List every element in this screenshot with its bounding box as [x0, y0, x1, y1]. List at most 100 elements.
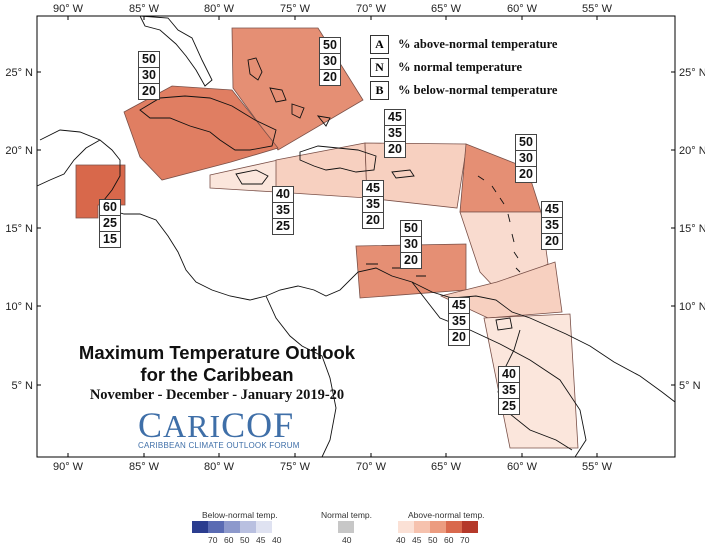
coast-hispaniola — [299, 145, 377, 173]
legend-key-below: B — [370, 80, 389, 100]
colorbar-tick-label: 40 — [396, 535, 406, 545]
title-line-2: for the Caribbean — [140, 364, 294, 385]
colorbar-tick-label: 40 — [342, 535, 352, 545]
prob-above: 45 — [363, 181, 383, 197]
colorbar-above-swatch — [446, 521, 462, 533]
longitude-label-bottom: 60° W — [507, 461, 538, 473]
coast-central-america — [39, 129, 676, 403]
prob-normal: 35 — [499, 383, 519, 399]
prob-box-guianas: 40 35 25 — [498, 366, 520, 415]
title-block: Maximum Temperature Outlook for the Cari… — [52, 342, 382, 404]
coast-puerto-rico — [391, 169, 415, 179]
legend-text-normal: % normal temperature — [398, 59, 523, 74]
colorbar-below-swatch — [240, 521, 256, 533]
colorbar-above-caption: Above-normal temp. — [408, 510, 485, 520]
colorbar-tick-label: 45 — [412, 535, 422, 545]
longitude-label-bottom: 85° W — [129, 461, 160, 473]
legend-text-below: % below-normal temperature — [398, 82, 558, 97]
latitude-label-left: 25° N — [5, 67, 33, 79]
legend-row-below: B % below-normal temperature — [370, 80, 557, 100]
colorbar-above-swatch — [414, 521, 430, 533]
latitude-label-right: 25° N — [679, 67, 705, 79]
prob-below: 25 — [276, 219, 290, 233]
colorbar-tick-label: 45 — [256, 535, 266, 545]
latitude-label-right: 15° N — [679, 223, 705, 235]
prob-below: 20 — [519, 167, 533, 181]
prob-normal: 30 — [401, 237, 421, 253]
colorbar-tick-label: 50 — [240, 535, 250, 545]
prob-normal: 30 — [139, 68, 159, 84]
logo-ari: ARI — [163, 408, 222, 444]
logo-tagline: CARIBBEAN CLIMATE OUTLOOK FORUM — [138, 441, 300, 450]
prob-above: 45 — [385, 110, 405, 126]
legend-key-above: A — [370, 34, 389, 54]
subtitle: November - December - January 2019-20 — [89, 387, 345, 403]
prob-box-belize: 60 25 15 — [99, 199, 121, 248]
colorbar-tick-label: 70 — [208, 535, 218, 545]
longitude-label-top: 55° W — [582, 3, 613, 15]
longitude-labels-bottom: 90° W 85° W 80° W 75° W 70° W 65° W 60° W 55° W — [53, 453, 613, 473]
prob-below: 25 — [502, 399, 516, 413]
latitude-labels-left: 25° N 20° N 15° N 10° N 5° N — [5, 67, 41, 392]
prob-above: 45 — [542, 202, 562, 218]
prob-box-windward: 45 35 20 — [541, 201, 563, 250]
legend-key-normal: N — [370, 57, 389, 77]
colorbar-above-swatch — [462, 521, 478, 533]
latitude-label-left: 5° N — [11, 380, 33, 392]
longitude-label-top: 75° W — [280, 3, 311, 15]
longitude-label-top: 90° W — [53, 3, 84, 15]
coast-bahamas — [247, 57, 331, 127]
prob-box-northern-leeward: 50 30 20 — [515, 134, 537, 183]
prob-above: 40 — [273, 187, 293, 203]
longitude-label-top: 80° W — [204, 3, 235, 15]
prob-normal: 35 — [542, 218, 562, 234]
colorbar-swatches — [192, 521, 478, 533]
coast-trinidad — [495, 317, 513, 331]
legend-row-normal: N % normal temperature — [370, 57, 522, 77]
coast-panama-colombia — [265, 295, 337, 458]
latitude-label-right: 20° N — [679, 145, 705, 157]
prob-normal: 30 — [320, 54, 340, 70]
prob-normal: 35 — [363, 197, 383, 213]
colorbar-normal-caption: Normal temp. — [321, 510, 373, 520]
longitude-labels-top: 90° W 85° W 80° W 75° W 70° W 65° W 60° W 55° W — [53, 3, 613, 20]
prob-above: 50 — [139, 52, 159, 68]
prob-below: 20 — [452, 330, 466, 344]
legend-text-above: % above-normal temperature — [398, 36, 558, 51]
colorbar-below-swatch — [256, 521, 272, 533]
colorbar-tick-label: 40 — [272, 535, 282, 545]
colorbar-tick-label: 60 — [444, 535, 454, 545]
colorbar-tick-label: 50 — [428, 535, 438, 545]
coast-cuba — [139, 95, 277, 151]
prob-box-abc: 50 30 20 — [400, 220, 422, 269]
latitude-label-right: 5° N — [679, 380, 701, 392]
prob-above: 45 — [449, 298, 469, 314]
prob-box-jamaica: 40 35 25 — [272, 186, 294, 235]
longitude-label-bottom: 80° W — [204, 461, 235, 473]
coast-jamaica — [235, 169, 269, 185]
longitude-label-bottom: 70° W — [356, 461, 387, 473]
prob-below: 20 — [404, 253, 418, 267]
prob-above: 50 — [320, 38, 340, 54]
prob-above: 40 — [499, 367, 519, 383]
coast-mexico — [36, 139, 101, 187]
prob-below: 20 — [142, 84, 156, 98]
region-trinidad — [439, 261, 563, 319]
longitude-label-top: 85° W — [129, 3, 160, 15]
prob-above: 50 — [401, 221, 421, 237]
latitude-label-left: 15° N — [5, 223, 33, 235]
colorbar-below-swatch — [208, 521, 224, 533]
title-line-1: Maximum Temperature Outlook — [78, 342, 356, 363]
colorbar-below-swatch — [224, 521, 240, 533]
prob-below: 20 — [545, 234, 559, 248]
prob-box-trinidad: 45 35 20 — [448, 297, 470, 346]
latitude-label-right: 10° N — [679, 301, 705, 313]
latitude-labels-right: 25° N 20° N 15° N 10° N 5° N — [671, 67, 705, 392]
coast-venezuela-inland — [411, 281, 587, 458]
probability-legend: A % above-normal temperature N % normal … — [364, 33, 584, 103]
colorbar-tick-label: 60 — [224, 535, 234, 545]
longitude-label-top: 70° W — [356, 3, 387, 15]
longitude-label-bottom: 75° W — [280, 461, 311, 473]
prob-above: 50 — [516, 135, 536, 151]
